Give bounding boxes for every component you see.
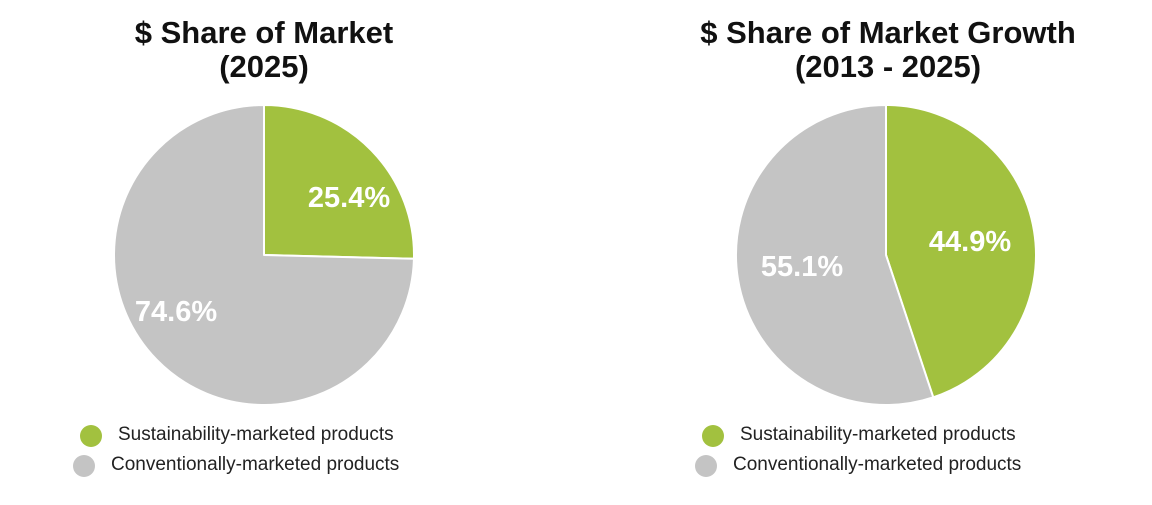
pie-slice-conventional: [734, 104, 935, 406]
legend-swatch: [695, 455, 717, 477]
pie-slice-label: 55.1%: [761, 251, 843, 283]
chart-share-of-market: $ Share of Market (2025) 25.4% 74.6% Sust…: [0, 0, 528, 505]
legend-swatch: [73, 455, 95, 477]
chart-share-of-market-growth: $ Share of Market Growth (2013 - 2025) 4…: [624, 0, 1152, 505]
chart-title-line: $ Share of Market: [134, 15, 394, 50]
legend-swatch: [80, 425, 102, 447]
chart-subtitle-line: (2025): [219, 49, 309, 84]
chart-title: $ Share of Market (2025): [0, 16, 528, 84]
pie-chart: 25.4% 74.6%: [113, 104, 415, 406]
legend-label: Conventionally-marketed products: [111, 454, 400, 475]
legend-label: Conventionally-marketed products: [733, 454, 1022, 475]
pie-slice-sustainability: [885, 104, 1037, 399]
pie-slice-conventional: [113, 104, 415, 406]
legend-label: Sustainability-marketed products: [740, 424, 1016, 445]
legend-swatch: [702, 425, 724, 447]
legend-label: Sustainability-marketed products: [118, 424, 394, 445]
pie-chart: 44.9% 55.1%: [734, 104, 1037, 406]
chart-title: $ Share of Market Growth (2013 - 2025): [624, 16, 1152, 84]
pie-slice-sustainability: [263, 104, 415, 260]
pie-slice-label: 74.6%: [135, 296, 217, 328]
pie-slice-label: 44.9%: [929, 226, 1011, 258]
chart-subtitle-line: (2013 - 2025): [794, 49, 982, 84]
pie-slice-label: 25.4%: [308, 182, 390, 214]
chart-title-line: $ Share of Market Growth: [700, 15, 1076, 50]
